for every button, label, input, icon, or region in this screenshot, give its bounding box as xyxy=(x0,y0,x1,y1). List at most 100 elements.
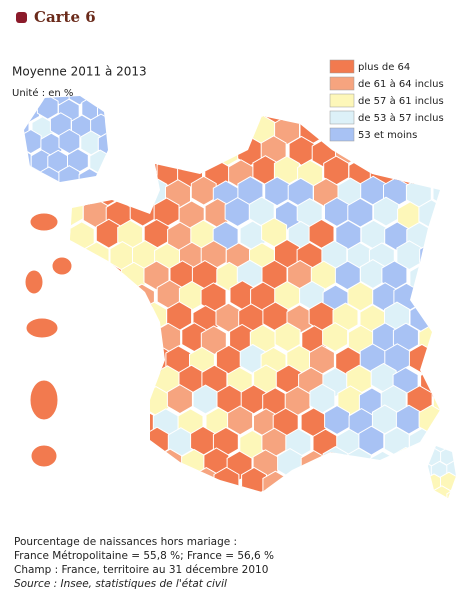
department xyxy=(82,405,109,436)
department xyxy=(106,450,133,481)
department xyxy=(93,304,120,334)
department xyxy=(58,165,81,182)
department xyxy=(121,388,148,419)
department xyxy=(225,116,251,145)
department xyxy=(132,155,158,186)
department xyxy=(432,218,440,248)
department xyxy=(84,367,111,398)
department xyxy=(164,468,191,492)
department xyxy=(168,137,195,168)
department xyxy=(408,343,435,374)
department xyxy=(287,470,314,492)
overseas-department xyxy=(25,317,59,339)
department xyxy=(93,429,120,460)
department xyxy=(70,447,85,477)
overseas-department xyxy=(30,444,58,468)
department xyxy=(70,179,71,210)
note: Pourcentage de naissances hors mariage : xyxy=(14,536,237,548)
department xyxy=(335,467,361,492)
department xyxy=(73,263,100,294)
department xyxy=(227,405,254,436)
subtitle: Moyenne 2011 à 2013 xyxy=(12,65,147,79)
department xyxy=(70,384,96,415)
department xyxy=(108,325,135,356)
overseas xyxy=(24,212,73,468)
notes: Pourcentage de naissances hors mariage :… xyxy=(14,536,274,590)
overseas-department xyxy=(24,269,44,295)
department xyxy=(408,427,435,458)
department xyxy=(200,116,227,144)
department xyxy=(447,446,456,451)
legend-swatch xyxy=(329,127,355,142)
department xyxy=(288,116,315,123)
department xyxy=(311,471,338,492)
overseas-department xyxy=(29,212,59,232)
department xyxy=(118,176,145,207)
legend: plus de 64 de 61 à 64 inclus de 57 à 61 in… xyxy=(329,59,444,142)
department xyxy=(129,196,156,227)
france-map xyxy=(70,116,440,492)
department xyxy=(432,177,440,207)
department xyxy=(105,155,132,186)
department xyxy=(324,405,350,435)
department xyxy=(416,283,440,314)
note: Source : Insee, statistiques de l'état c… xyxy=(14,578,227,590)
corsica xyxy=(428,446,456,498)
department xyxy=(106,117,133,148)
department xyxy=(190,175,217,206)
department xyxy=(130,364,157,395)
department xyxy=(212,116,239,125)
department xyxy=(430,135,440,166)
department xyxy=(239,343,266,374)
department xyxy=(117,468,144,492)
department xyxy=(121,134,148,165)
note: Champ : France, territoire au 31 décembr… xyxy=(14,564,268,576)
department xyxy=(106,408,132,439)
department xyxy=(70,468,72,492)
note: France Métropolitaine = 55,8 %; France =… xyxy=(14,550,274,562)
department xyxy=(144,469,171,492)
department xyxy=(274,322,301,353)
department xyxy=(97,131,108,157)
department xyxy=(446,488,456,498)
department xyxy=(129,321,155,352)
department xyxy=(240,384,267,415)
department xyxy=(120,116,147,127)
unit: Unité : en % xyxy=(12,87,73,99)
department xyxy=(82,448,109,479)
department xyxy=(429,260,440,291)
department xyxy=(70,345,73,375)
legend-label: 53 et moins xyxy=(358,130,417,141)
department xyxy=(428,488,431,498)
overseas-department xyxy=(51,256,73,276)
department xyxy=(73,345,99,375)
department xyxy=(129,283,155,314)
legend-label: de 53 à 57 inclus xyxy=(358,112,444,124)
department xyxy=(70,408,87,439)
department xyxy=(373,196,399,227)
department xyxy=(24,97,40,123)
department xyxy=(164,116,191,124)
department xyxy=(84,323,110,353)
department xyxy=(70,280,87,311)
department xyxy=(93,384,120,415)
legend-swatch xyxy=(329,59,355,74)
department xyxy=(141,116,168,126)
department xyxy=(94,176,121,207)
department xyxy=(143,260,170,291)
department xyxy=(118,303,145,334)
department xyxy=(409,263,436,294)
department xyxy=(144,135,171,166)
department xyxy=(129,116,156,147)
department xyxy=(421,158,440,189)
department xyxy=(191,136,218,167)
department xyxy=(92,469,119,492)
legend-swatch xyxy=(329,76,355,91)
department xyxy=(214,136,241,167)
department xyxy=(358,469,385,492)
department xyxy=(116,345,143,376)
legend-swatch xyxy=(329,93,355,108)
department xyxy=(70,428,97,459)
department xyxy=(156,117,182,148)
